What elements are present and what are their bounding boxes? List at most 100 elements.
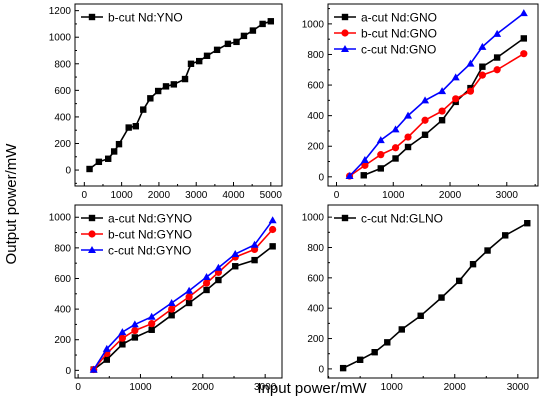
data-point: [215, 276, 222, 284]
legend-label: c-cut Nd:GYNO: [108, 244, 191, 258]
data-point: [392, 155, 399, 162]
chart-panel-bottom-right: 1000 2000 3000 0 200 400 600 800 1000 c-cut Nd:GL…: [302, 204, 539, 393]
data-point: [202, 272, 211, 280]
data-point: [168, 305, 176, 313]
chart-panel-bottom-left: 0 1000 2000 3000 0 200 400 600 800 1000 a-cut Nd:G…: [49, 204, 283, 393]
y-tick-label: 200: [54, 335, 71, 346]
x-tick-label: 3000: [185, 190, 208, 201]
data-point: [103, 356, 110, 363]
data-point: [181, 75, 189, 83]
data-point: [384, 339, 391, 346]
data-point: [339, 364, 347, 372]
series-line: [349, 12, 525, 177]
data-point: [162, 83, 170, 90]
data-point: [167, 298, 176, 306]
y-tick-label: 600: [307, 81, 324, 92]
data-point: [466, 87, 475, 95]
legend-label: a-cut Nd:GYNO: [108, 212, 192, 226]
data-point: [361, 161, 369, 169]
data-point: [110, 148, 118, 155]
data-point: [95, 158, 103, 166]
data-point: [520, 35, 528, 42]
data-point: [360, 172, 367, 179]
y-tick-label: 800: [307, 243, 324, 254]
data-point: [203, 52, 211, 60]
x-tick-label: 3000: [507, 382, 530, 393]
data-point: [251, 256, 258, 264]
data-point: [213, 46, 221, 54]
data-point: [493, 54, 501, 61]
y-tick-label: 600: [307, 273, 324, 284]
data-point: [484, 247, 491, 254]
data-point: [148, 320, 156, 328]
data-point: [231, 249, 240, 257]
plot-frame: [327, 204, 539, 379]
legend-label: b-cut Nd:YNO: [108, 11, 183, 25]
y-tick-label: 400: [307, 111, 324, 122]
plot-frame: [327, 3, 539, 187]
data-point: [469, 260, 477, 268]
y-tick-label: 800: [307, 50, 324, 61]
data-point: [438, 294, 445, 301]
y-tick-label: 600: [54, 274, 71, 285]
data-point: [115, 140, 123, 148]
data-point: [214, 263, 223, 271]
x-tick-label: 2000: [192, 382, 215, 393]
legend-marker: [88, 230, 96, 238]
data-point: [185, 299, 193, 307]
x-tick-label: 0: [334, 190, 340, 201]
data-point: [404, 133, 412, 141]
x-tick-label: 1000: [382, 190, 405, 201]
x-tick-label: 4000: [222, 190, 245, 201]
y-tick-label: 1000: [302, 213, 325, 224]
y-tick-label: 400: [54, 112, 71, 123]
data-point: [421, 96, 430, 104]
data-point: [196, 57, 203, 65]
data-point: [170, 81, 178, 88]
data-point: [421, 131, 429, 138]
data-point: [154, 87, 162, 95]
data-point: [452, 95, 460, 103]
x-axis-title: Input power/mW: [257, 380, 367, 397]
legend-label: c-cut Nd:GNO: [361, 43, 436, 57]
data-point: [478, 71, 486, 79]
legend-marker: [341, 45, 349, 52]
data-point: [520, 50, 528, 58]
data-point: [398, 326, 405, 333]
y-tick-label: 1000: [302, 19, 325, 30]
data-point: [404, 143, 412, 151]
legend-label: b-cut Nd:GYNO: [108, 228, 192, 242]
data-point: [417, 312, 424, 319]
chart-panel-top-left: 0 1000 2000 3000 4000 5000 0 200 400 600 800 1000 12…: [49, 3, 283, 201]
data-point: [404, 111, 413, 119]
series-line: [342, 222, 528, 369]
data-point: [104, 155, 112, 162]
data-point: [187, 60, 195, 67]
data-point: [130, 320, 139, 328]
x-tick-label: 1000: [110, 190, 133, 201]
data-point: [86, 165, 93, 173]
legend-marker: [341, 29, 349, 37]
data-point: [493, 29, 502, 37]
data-point: [391, 144, 400, 152]
plot-frame: [74, 3, 283, 187]
y-tick-label: 1200: [49, 6, 72, 17]
y-tick-label: 1000: [49, 213, 72, 224]
data-point: [479, 63, 486, 70]
y-tick-label: 0: [65, 166, 71, 177]
x-tick-label: 1000: [381, 382, 404, 393]
data-point: [524, 220, 531, 227]
legend-marker: [341, 13, 349, 21]
x-tick-label: 0: [82, 190, 88, 201]
y-tick-label: 200: [307, 142, 324, 153]
legend-marker: [88, 13, 96, 21]
data-point: [466, 59, 475, 67]
data-point: [478, 42, 487, 50]
data-point: [438, 107, 446, 115]
x-tick-label: 2000: [439, 190, 462, 201]
y-tick-label: 600: [54, 86, 71, 97]
data-point: [268, 216, 277, 224]
x-tick-label: 0: [75, 382, 81, 393]
x-tick-label: 1000: [129, 382, 152, 393]
data-point: [202, 279, 211, 287]
